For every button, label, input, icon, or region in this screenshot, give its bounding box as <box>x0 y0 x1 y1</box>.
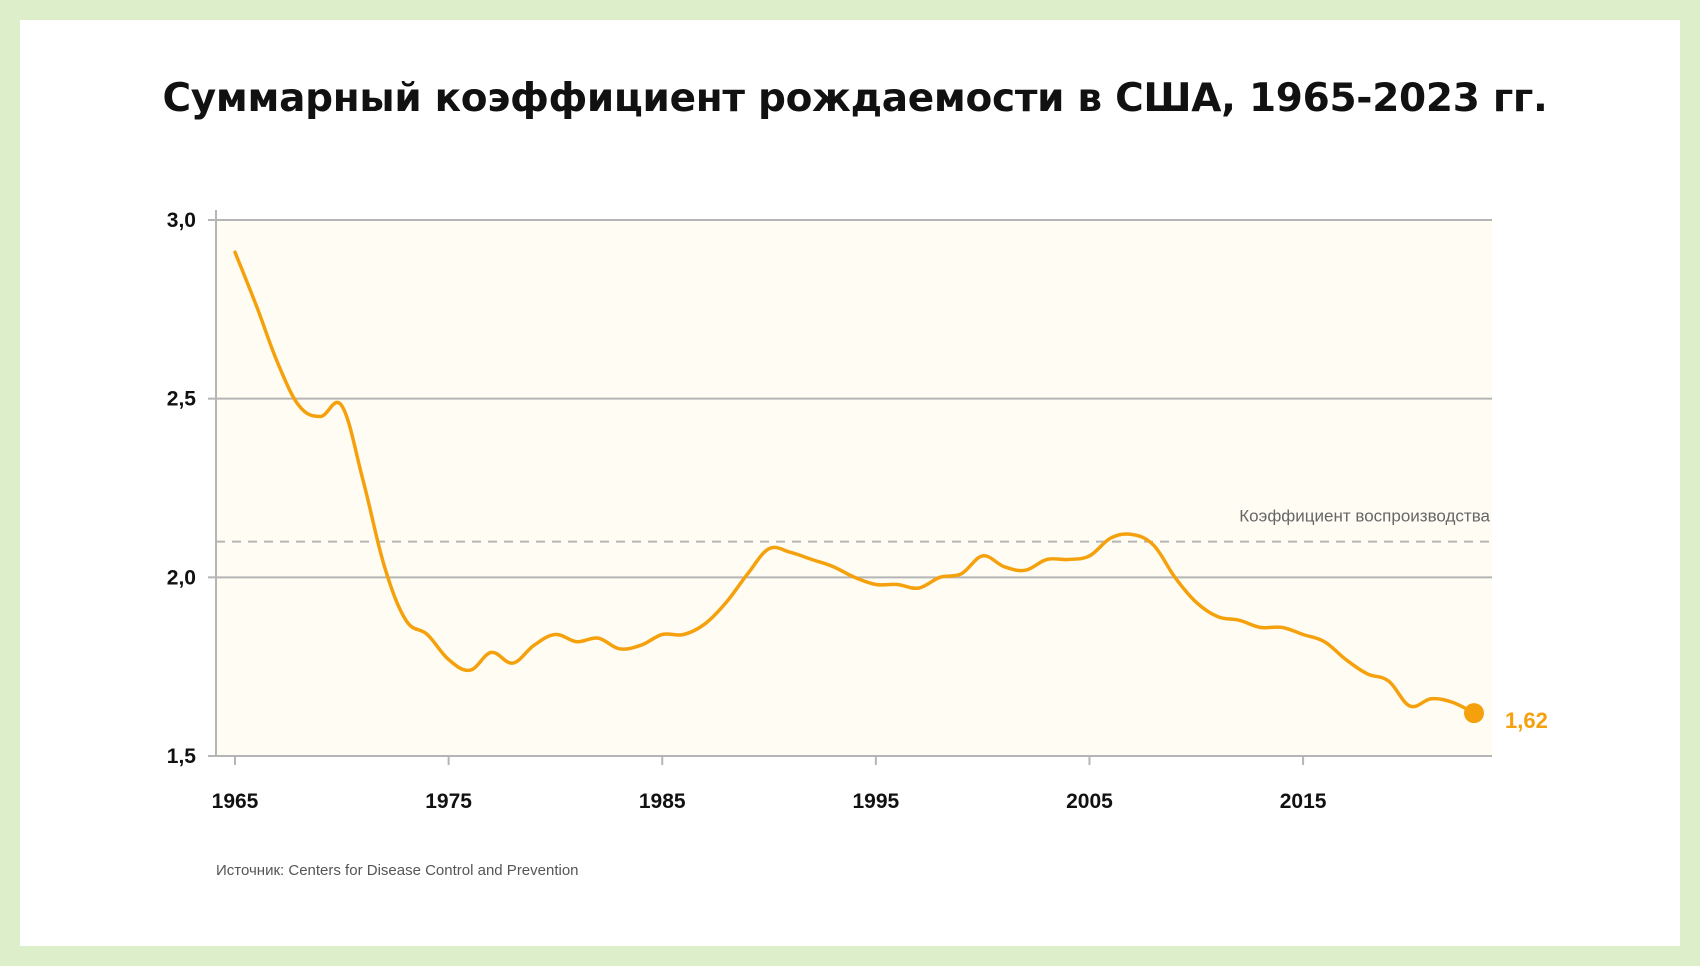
end-point-marker <box>1464 703 1484 724</box>
end-value-label: 1,62 <box>1505 708 1548 733</box>
x-tick-label: 1985 <box>639 790 686 813</box>
source-note: Источник: Centers for Disease Control an… <box>216 862 579 879</box>
x-tick-label: 1965 <box>212 790 259 813</box>
x-tick-label: 1975 <box>425 790 472 813</box>
y-tick-label: 1,5 <box>167 745 197 768</box>
x-tick-label: 2015 <box>1280 790 1327 813</box>
series-line <box>233 250 1476 715</box>
chart-title: Суммарный коэффициент рождаемости в США,… <box>162 76 1548 121</box>
x-tick-label: 1995 <box>853 790 900 813</box>
y-tick-label: 2,0 <box>167 566 196 589</box>
x-tick-label: 2005 <box>1066 790 1113 813</box>
y-tick-label: 3,0 <box>167 209 196 232</box>
plot-area <box>216 220 1492 756</box>
reference-line-label: Коэффициент воспроизводства <box>1239 507 1490 526</box>
y-tick-label: 2,5 <box>167 388 197 411</box>
